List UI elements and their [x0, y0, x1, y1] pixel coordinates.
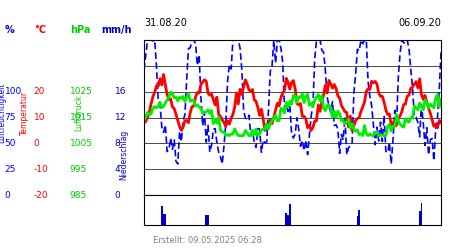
Bar — [289, 204, 291, 225]
Text: 12: 12 — [115, 113, 126, 122]
Text: Temperatur: Temperatur — [20, 90, 29, 134]
Text: 995: 995 — [70, 165, 87, 174]
Text: 1015: 1015 — [70, 113, 93, 122]
Text: 75: 75 — [4, 113, 16, 122]
Text: -10: -10 — [34, 165, 49, 174]
Text: 0: 0 — [115, 190, 121, 200]
Bar — [285, 213, 287, 225]
Text: Luftfeuchtigkeit: Luftfeuchtigkeit — [0, 82, 7, 143]
Bar — [356, 216, 358, 225]
Text: 100: 100 — [4, 87, 22, 96]
Bar — [163, 214, 164, 225]
Text: 1025: 1025 — [70, 87, 93, 96]
Bar — [161, 206, 162, 225]
Text: 0: 0 — [34, 139, 40, 148]
Text: 0: 0 — [4, 190, 10, 200]
Bar — [358, 210, 360, 225]
Text: 25: 25 — [4, 165, 16, 174]
Text: hPa: hPa — [70, 25, 90, 35]
Text: Luftdruck: Luftdruck — [74, 94, 83, 131]
Bar — [421, 203, 422, 225]
Text: mm/h: mm/h — [101, 25, 132, 35]
Text: 31.08.20: 31.08.20 — [144, 18, 187, 28]
Bar — [207, 215, 209, 225]
Text: Niederschlag: Niederschlag — [119, 130, 128, 180]
Bar — [164, 214, 166, 225]
Text: °C: °C — [34, 25, 46, 35]
Text: %: % — [4, 25, 14, 35]
Text: 20: 20 — [34, 87, 45, 96]
Text: 4: 4 — [115, 165, 121, 174]
Text: 10: 10 — [34, 113, 45, 122]
Text: 50: 50 — [4, 139, 16, 148]
Text: 16: 16 — [115, 87, 126, 96]
Text: 8: 8 — [115, 139, 121, 148]
Text: 1005: 1005 — [70, 139, 93, 148]
Bar — [419, 211, 421, 225]
Text: -20: -20 — [34, 190, 49, 200]
Text: 985: 985 — [70, 190, 87, 200]
Bar — [287, 215, 289, 225]
Text: 06.09.20: 06.09.20 — [398, 18, 441, 28]
Bar — [205, 215, 207, 225]
Text: Erstellt: 09.05.2025 06:28: Erstellt: 09.05.2025 06:28 — [153, 236, 262, 245]
